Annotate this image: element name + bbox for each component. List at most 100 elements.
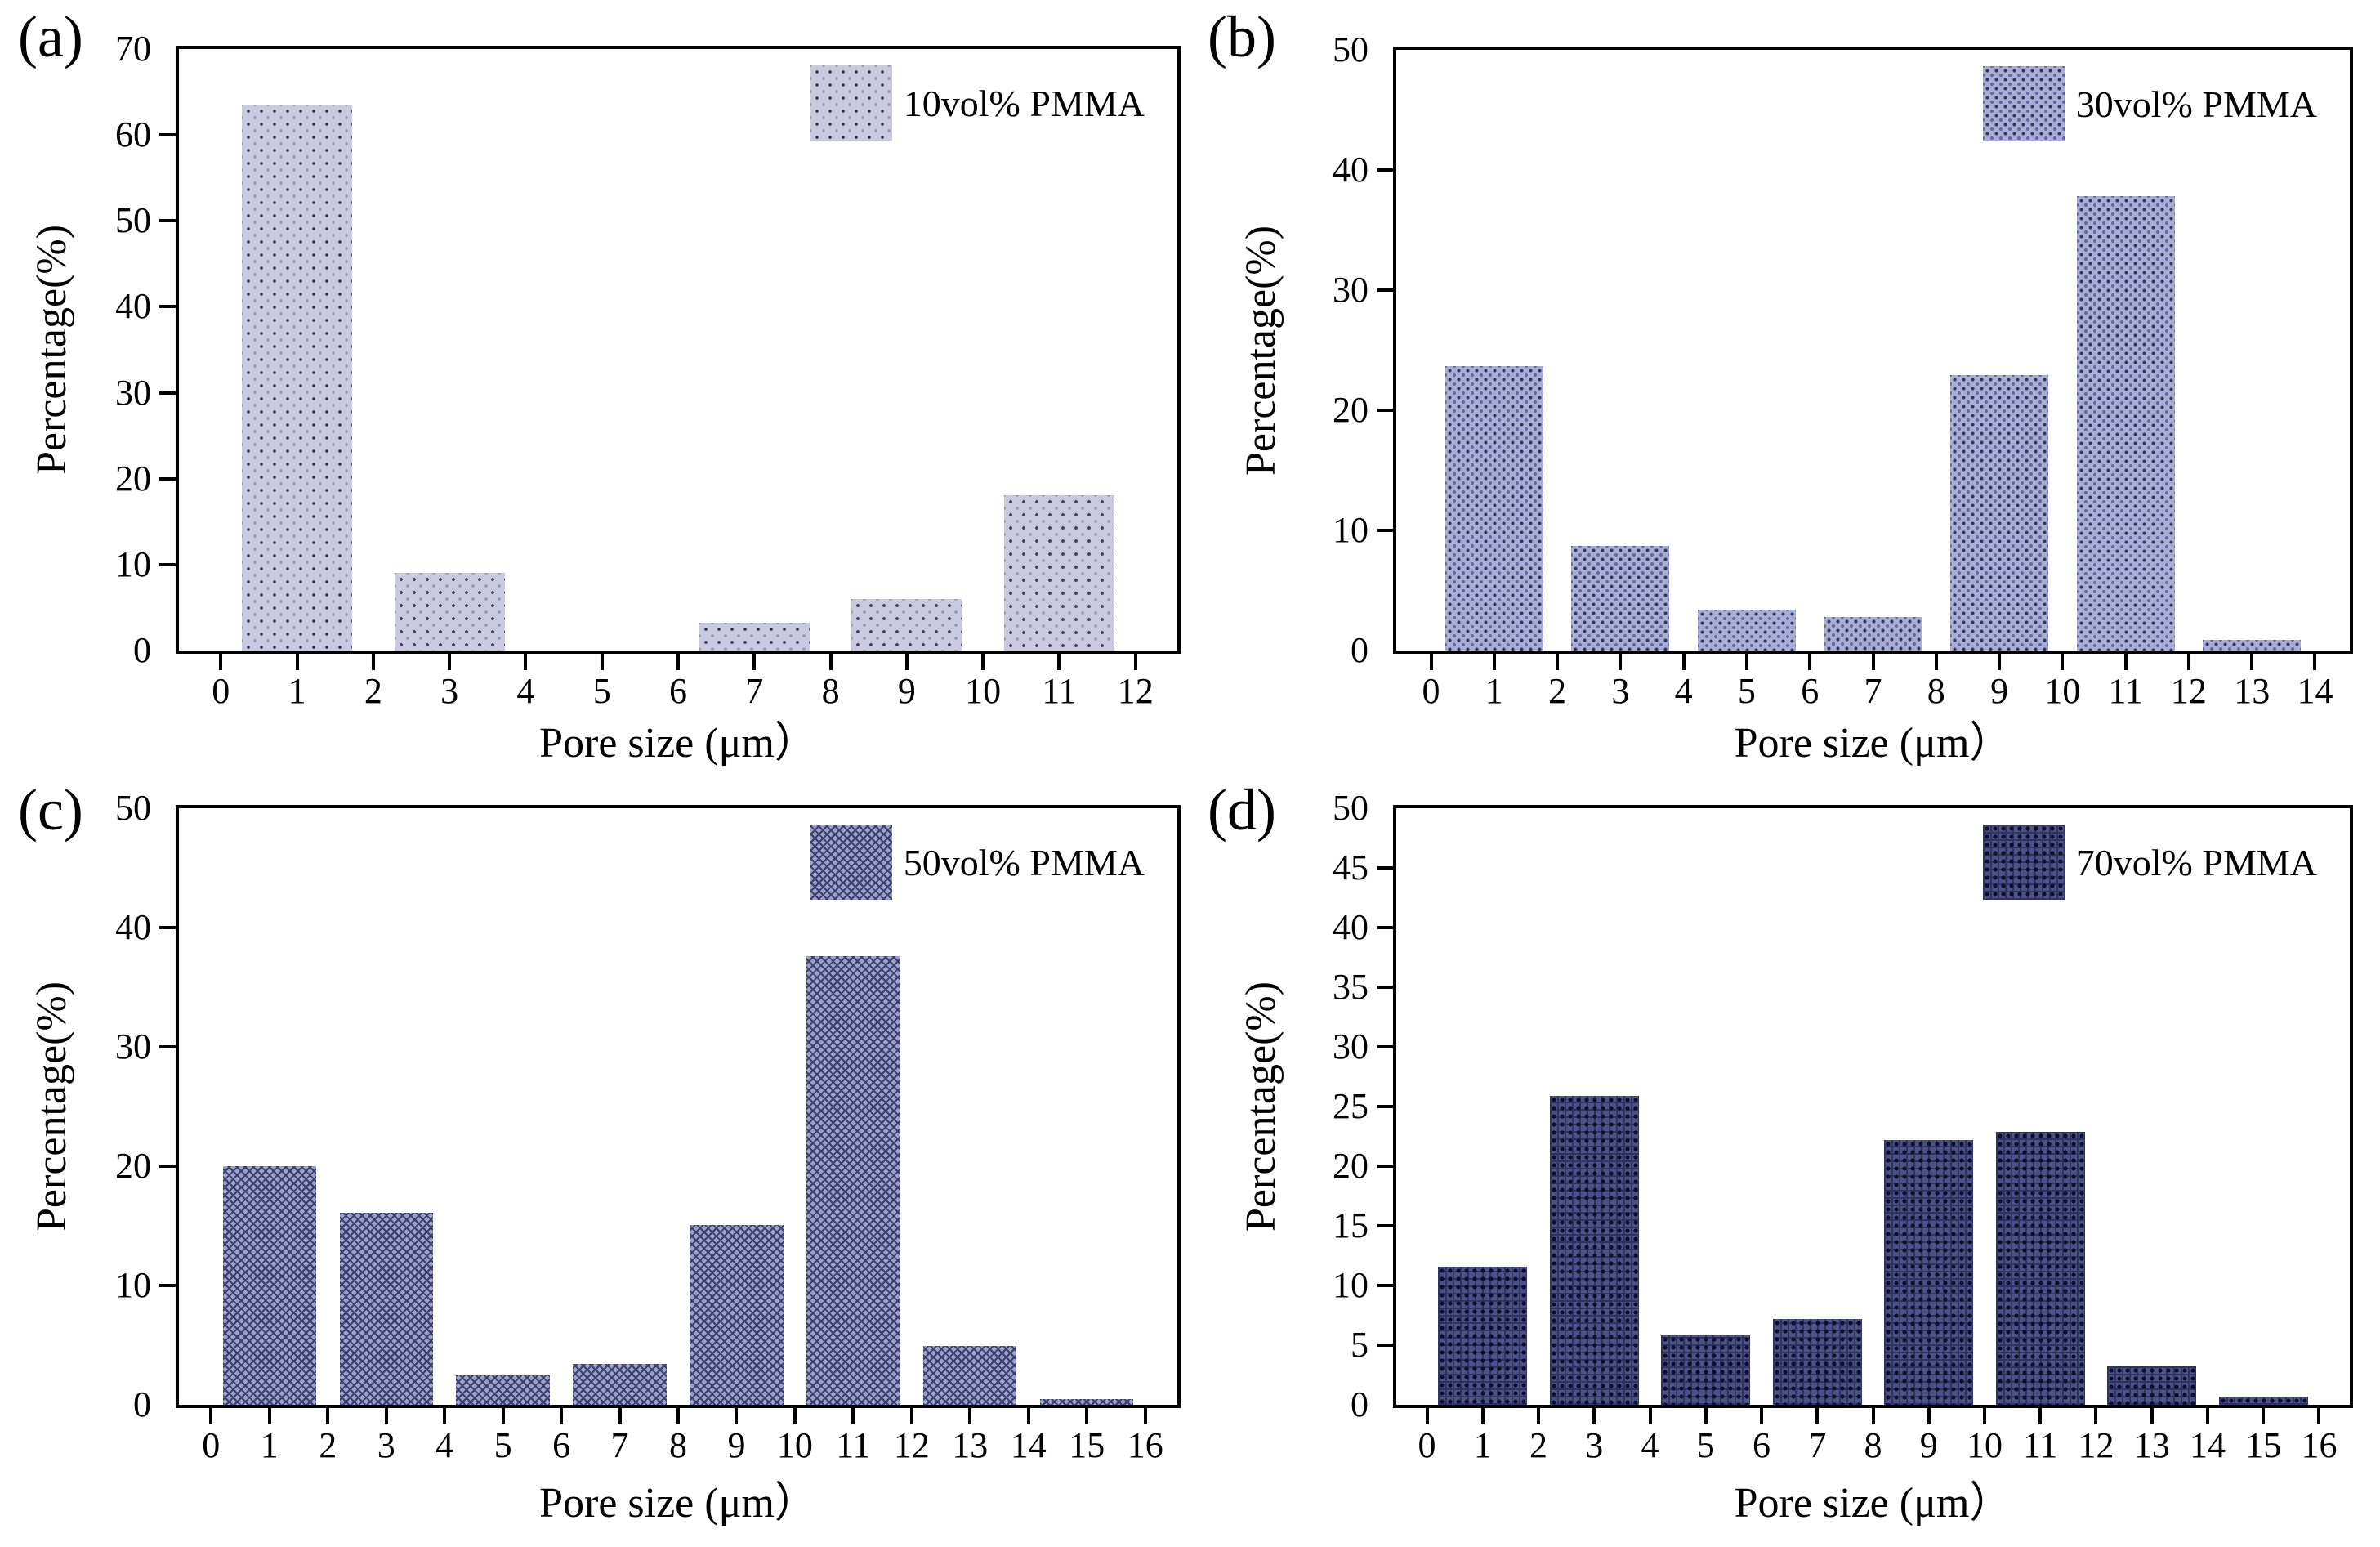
legend: 70vol% PMMA: [1982, 825, 2317, 900]
bar: [1571, 546, 1670, 651]
y-tick-label: 70: [115, 29, 151, 69]
y-tick-label: 30: [1333, 1026, 1369, 1066]
x-tick-label: 10: [965, 671, 1002, 711]
x-tick: [1143, 1408, 1147, 1424]
x-tick-label: 8: [669, 1425, 687, 1465]
x-tick: [752, 654, 757, 670]
y-tick-label: 0: [1351, 630, 1369, 670]
x-axis-title: Pore size (μm）: [1734, 1480, 2012, 1527]
bar: [851, 598, 962, 651]
y-tick: [159, 219, 176, 223]
x-tick: [2317, 1408, 2321, 1424]
x-tick: [618, 1408, 622, 1424]
y-tick-label: 20: [1333, 390, 1369, 430]
legend: 30vol% PMMA: [1982, 66, 2317, 141]
legend-label: 30vol% PMMA: [2075, 83, 2317, 125]
y-tick-label: 40: [1333, 150, 1369, 190]
y-tick: [1377, 926, 1393, 929]
x-tick: [326, 1408, 330, 1424]
bar: [1995, 1131, 2085, 1405]
x-tick: [524, 654, 528, 670]
bar: [241, 105, 353, 651]
x-tick-label: 10: [776, 1425, 813, 1465]
x-tick: [1998, 654, 2002, 670]
x-tick-label: 0: [202, 1425, 221, 1465]
y-tick: [1377, 1344, 1393, 1347]
x-tick-label: 9: [1990, 671, 2009, 711]
x-tick: [371, 654, 375, 670]
x-tick: [2313, 654, 2317, 670]
bar: [394, 573, 505, 651]
bar: [456, 1375, 550, 1405]
y-tick: [1377, 529, 1393, 532]
y-tick: [159, 1284, 176, 1287]
legend-label: 50vol% PMMA: [903, 841, 1145, 883]
bar: [1950, 375, 2048, 651]
x-tick: [676, 1408, 680, 1424]
x-tick-label: 5: [592, 671, 611, 711]
y-tick: [159, 476, 176, 481]
x-tick-label: 4: [1674, 671, 1693, 711]
x-tick-label: 6: [669, 671, 687, 711]
legend-swatch: [810, 65, 892, 141]
x-tick: [1681, 654, 1686, 670]
x-tick: [2250, 654, 2254, 670]
x-tick-label: 7: [1864, 671, 1882, 711]
x-tick-label: 14: [2297, 671, 2333, 711]
x-tick-label: 0: [1418, 1425, 1436, 1465]
x-tick-label: 13: [2133, 1425, 2170, 1465]
legend-swatch: [810, 825, 892, 900]
x-tick-label: 6: [552, 1425, 571, 1465]
y-tick: [1377, 1105, 1393, 1108]
y-axis-title: Percentage(%): [1238, 981, 1284, 1232]
bar: [2107, 1366, 2197, 1405]
y-tick-label: 40: [115, 286, 151, 327]
bar: [699, 623, 810, 651]
y-tick-label: 40: [1333, 907, 1369, 947]
y-tick: [1377, 1045, 1393, 1048]
bar: [1003, 494, 1115, 651]
x-tick-label: 2: [1529, 1425, 1548, 1465]
x-tick: [1871, 654, 1875, 670]
x-axis-title: Pore size (μm）: [1734, 720, 2012, 767]
bar: [923, 1346, 1017, 1405]
y-tick-label: 0: [1351, 1384, 1369, 1424]
bar: [2076, 196, 2175, 651]
x-tick: [1537, 1408, 1541, 1424]
bar: [690, 1224, 784, 1405]
x-tick: [560, 1408, 564, 1424]
y-tick-label: 40: [115, 907, 151, 947]
x-tick: [2061, 654, 2065, 670]
legend-label: 10vol% PMMA: [903, 82, 1145, 124]
x-tick-label: 1: [260, 1425, 279, 1465]
x-tick-label: 6: [1753, 1425, 1770, 1465]
x-tick: [676, 654, 680, 670]
y-tick-label: 10: [115, 1265, 151, 1305]
x-tick: [501, 1408, 505, 1424]
y-tick: [1377, 1284, 1393, 1287]
x-tick: [1057, 654, 1061, 670]
bar: [806, 956, 900, 1405]
x-tick-label: 11: [2023, 1425, 2058, 1465]
x-tick-label: 15: [1069, 1425, 1105, 1465]
bar: [2203, 639, 2302, 651]
x-tick-label: 7: [745, 671, 764, 711]
x-tick-label: 4: [516, 671, 535, 711]
bar: [339, 1212, 433, 1405]
y-tick-label: 30: [115, 372, 151, 413]
x-tick-label: 7: [610, 1425, 629, 1465]
x-tick-label: 3: [377, 1425, 395, 1465]
y-tick-label: 0: [133, 1384, 151, 1424]
x-tick: [1592, 1408, 1596, 1424]
x-tick-label: 11: [836, 1425, 871, 1465]
y-tick: [1377, 1224, 1393, 1227]
x-tick: [1480, 1408, 1485, 1424]
x-tick: [1704, 1408, 1708, 1424]
x-tick: [1934, 654, 1938, 670]
x-tick: [384, 1408, 388, 1424]
bar: [573, 1364, 667, 1405]
y-tick: [159, 1045, 176, 1048]
